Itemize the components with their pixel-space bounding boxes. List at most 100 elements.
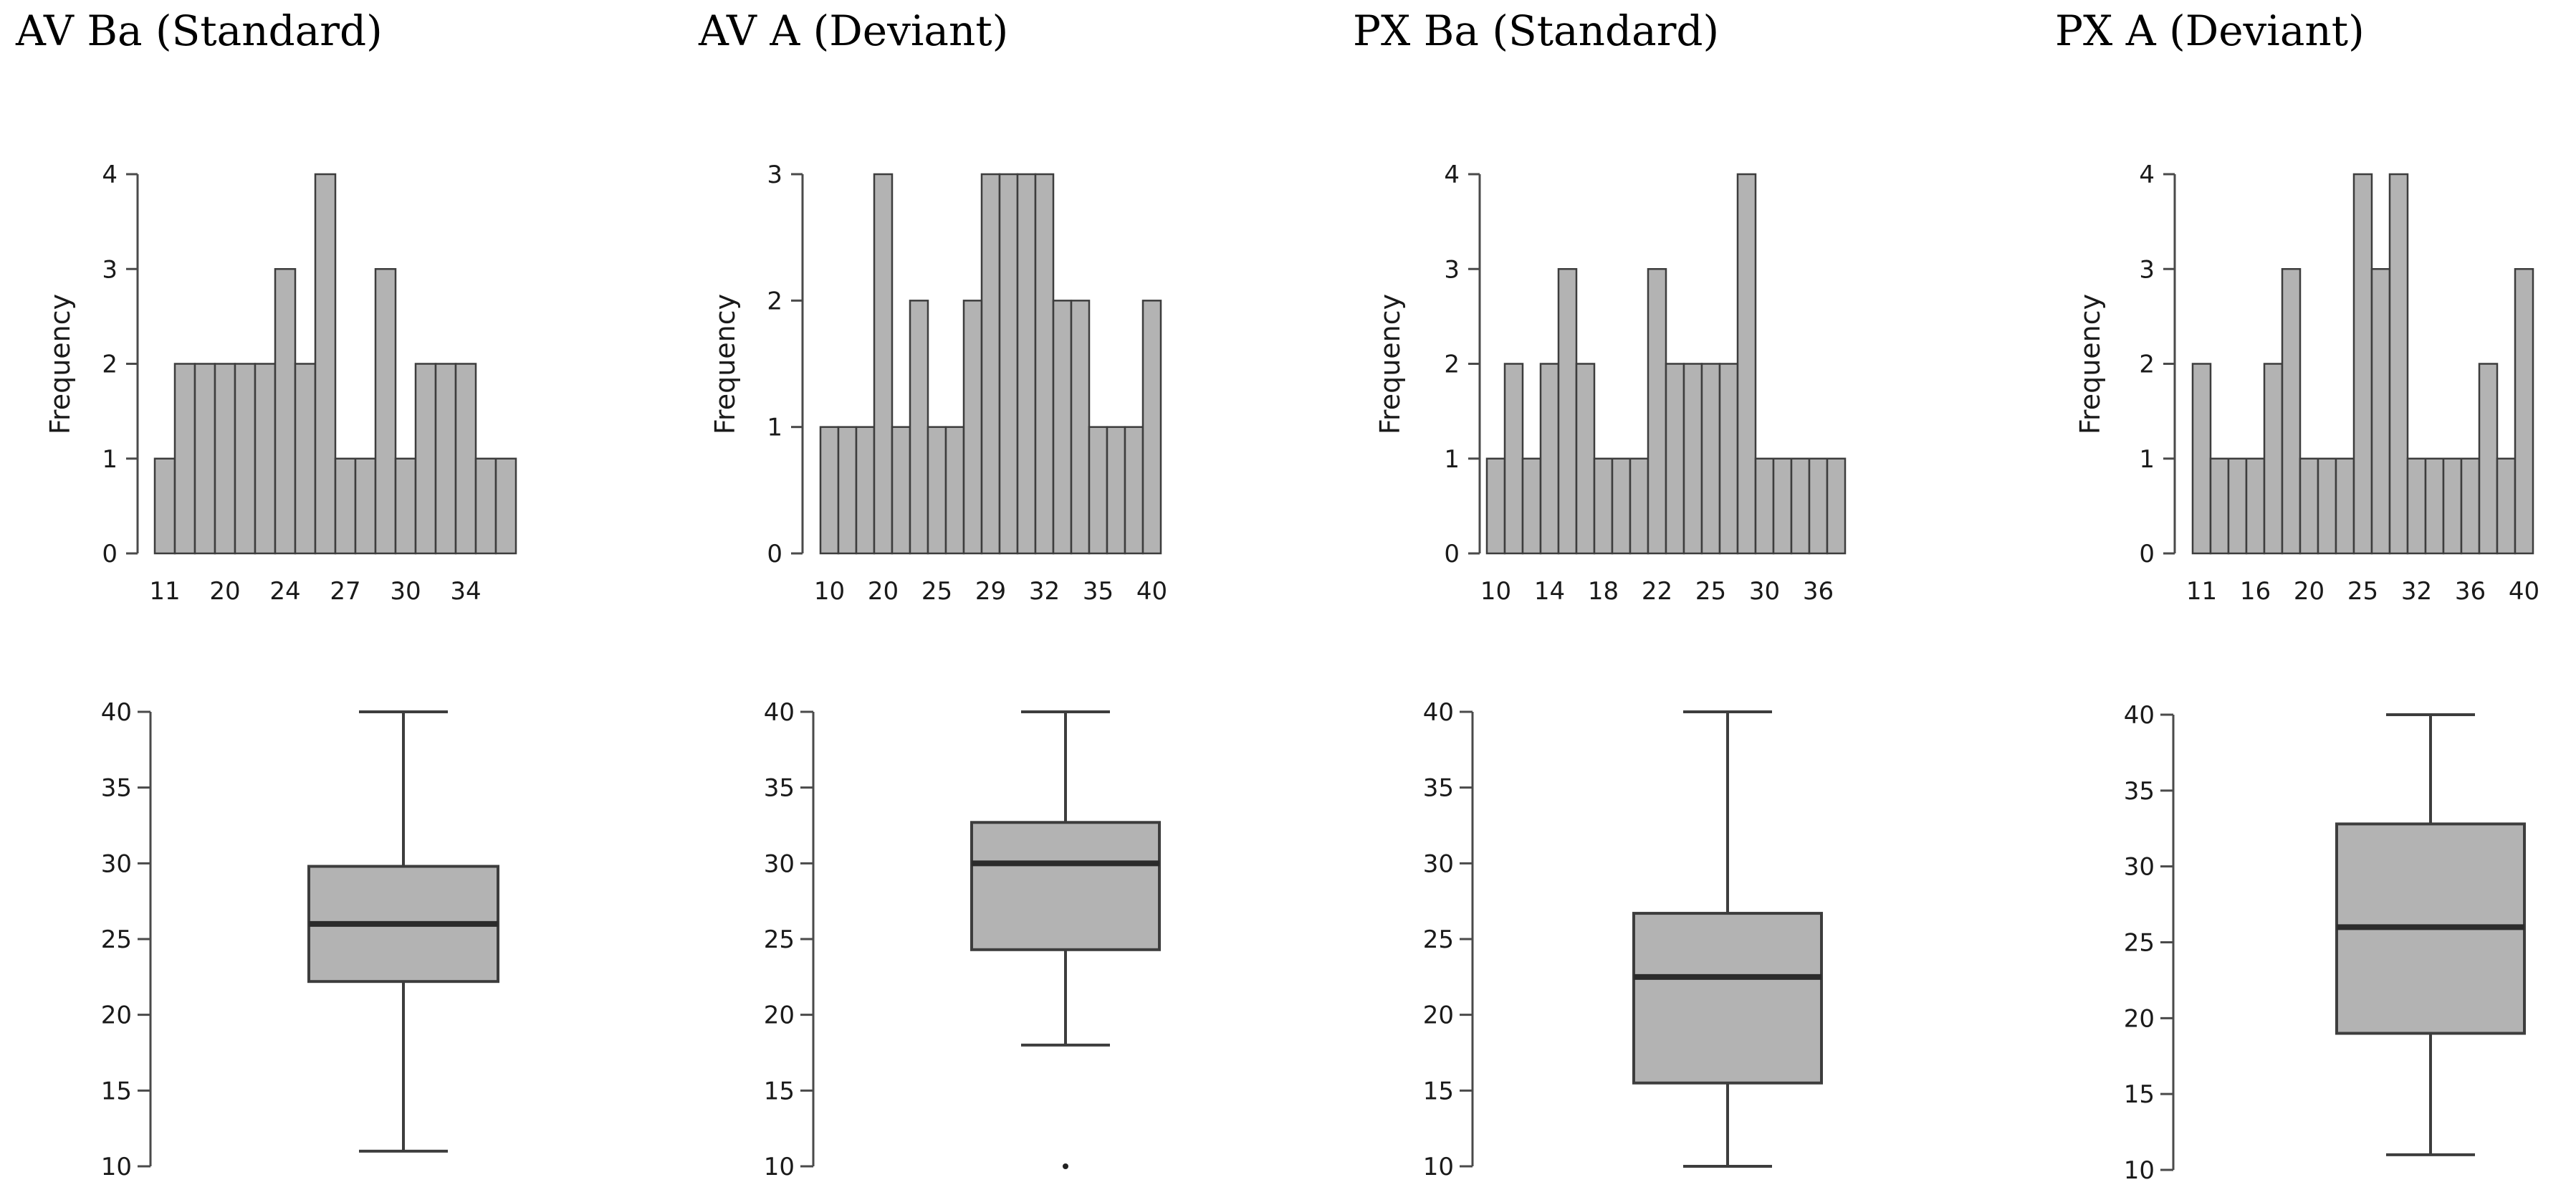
iqr-box [1632,912,1823,1085]
bar [944,426,965,555]
x-tick-label: 20 [2294,577,2324,606]
y-tick-label: 3 [767,161,782,189]
box-y-tick-label: 20 [2124,1004,2155,1033]
bar [374,268,397,555]
box-y-tick-label: 35 [101,774,132,803]
bar [2263,363,2284,555]
bar [2299,457,2319,555]
bar [354,457,377,555]
box-y-tick-label: 40 [101,698,132,727]
box-y-tick-label: 15 [101,1077,132,1105]
histogram: Frequency 0 1 2 3 4 10 14 18 22 25 30 36 [1374,161,1847,606]
bar [2352,173,2373,555]
y-tick-label: 1 [102,445,118,474]
bar [1485,457,1506,555]
bar [294,363,317,555]
box-shape [2335,713,2526,1156]
x-tick-label: 32 [2401,577,2432,606]
bar [2317,457,2337,555]
bar [1790,457,1811,555]
bar [1052,300,1073,555]
y-tick-label: 0 [2139,540,2155,568]
box-y-tick-label: 40 [764,698,795,727]
y-ticks: 0 1 2 3 4 [2139,161,2175,568]
box-y-ticks: 10 15 20 25 30 35 40 [1423,698,1473,1181]
bars [153,173,517,555]
bar [1593,457,1614,555]
box-y-tick-label: 20 [764,1001,795,1030]
y-tick-label: 3 [102,255,118,284]
bar [998,173,1019,555]
bar [234,363,257,555]
iqr-box [970,821,1161,951]
x-tick-label: 25 [921,577,952,606]
x-tick-label: 11 [149,577,180,606]
x-tick-label: 22 [1642,577,1672,606]
bar [2227,457,2248,555]
y-ticks: 0 1 2 3 4 [102,161,138,568]
bars [819,173,1162,555]
outlier-point [1063,1163,1068,1169]
bar [153,457,176,555]
box-y-ticks: 10 15 20 25 30 35 40 [2124,701,2173,1185]
bar [1575,363,1596,555]
box-y-tick-label: 10 [1423,1153,1454,1181]
box-y-tick-label: 35 [2124,777,2155,806]
y-tick-label: 2 [102,351,118,379]
bar [2191,363,2212,555]
bar [1665,363,1685,555]
boxplot: 10 15 20 25 30 35 40 [101,698,499,1181]
box-y-tick-label: 20 [101,1001,132,1030]
x-tick-label: 30 [1749,577,1780,606]
y-tick-label: 1 [1444,445,1460,474]
box-y-tick-label: 25 [764,925,795,954]
bar [2370,268,2391,555]
y-axis-title: Frequency [2074,294,2106,434]
box-y-tick-label: 40 [1423,698,1454,727]
bar [1106,426,1126,555]
bar [2406,457,2427,555]
bar [454,363,477,555]
bar [2424,457,2445,555]
histogram: Frequency 0 1 2 3 4 11 16 20 25 32 36 40 [2074,161,2539,606]
box-shape [970,710,1161,1169]
bar [2388,173,2409,555]
x-tick-label: 25 [1695,577,1726,606]
y-tick-label: 2 [1444,351,1460,379]
bar [1682,363,1703,555]
bar [1088,426,1109,555]
box-y-tick-label: 25 [101,925,132,954]
x-tick-label: 11 [2186,577,2217,606]
x-tick-label: 40 [2509,577,2539,606]
box-y-tick-label: 35 [1423,774,1454,803]
x-tick-label: 18 [1588,577,1619,606]
bar [1754,457,1775,555]
x-tick-label: 36 [1803,577,1834,606]
y-ticks: 0 1 2 3 [767,161,803,568]
bar [414,363,437,555]
bar [1718,363,1739,555]
x-tick-label: 27 [330,577,360,606]
box-y-tick-label: 30 [101,849,132,878]
panel-title: AV Ba (Standard) [15,6,383,55]
x-tick-label: 14 [1534,577,1565,606]
panel-title: PX Ba (Standard) [1353,6,1719,55]
bar [873,173,894,555]
box-y-tick-label: 40 [2124,701,2155,730]
y-tick-label: 3 [1444,255,1460,284]
bar [2514,268,2534,555]
bar [1629,457,1649,555]
bar [962,300,983,555]
x-tick-label: 24 [269,577,300,606]
bar [855,426,876,555]
panel-px-a-deviant: PX A (Deviant) Frequency 0 1 2 3 4 11 16 20 25 3… [2055,6,2539,1185]
box-y-ticks: 10 15 20 25 30 35 40 [101,698,150,1181]
bar [2442,457,2463,555]
box-y-tick-label: 35 [764,774,795,803]
boxplot: 10 15 20 25 30 35 40 [2124,701,2526,1185]
box-y-tick-label: 25 [1423,925,1454,954]
panel-title: PX A (Deviant) [2055,6,2365,55]
x-tick-label: 25 [2347,577,2378,606]
